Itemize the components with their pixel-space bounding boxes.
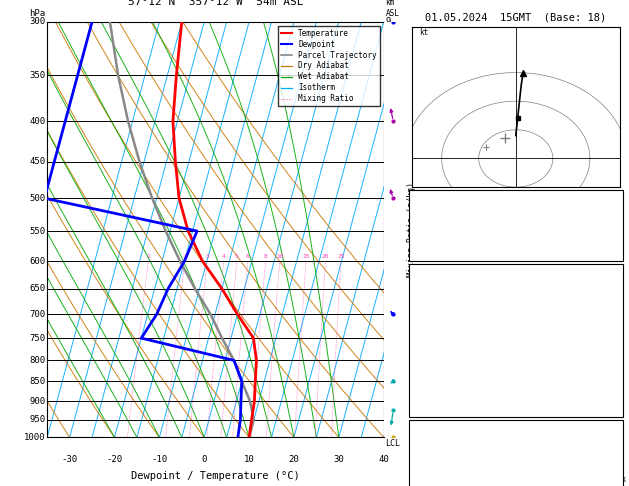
Text: 3: 3 [386,310,391,319]
Text: PW (cm): PW (cm) [412,236,450,245]
Text: 7: 7 [386,117,391,126]
Text: 15: 15 [303,255,310,260]
Text: 850: 850 [30,377,45,386]
Text: 1: 1 [386,397,391,405]
Text: 20: 20 [289,455,299,464]
Text: 900: 900 [30,397,45,405]
Text: 1.56: 1.56 [598,236,620,245]
Text: Most Unstable: Most Unstable [481,424,551,433]
Text: 8: 8 [614,289,620,298]
Text: 01.05.2024  15GMT  (Base: 18): 01.05.2024 15GMT (Base: 18) [425,12,606,22]
Text: 8: 8 [264,255,267,260]
Text: 750: 750 [30,333,45,343]
Text: 7.5: 7.5 [603,311,620,320]
Text: 950: 950 [30,415,45,424]
Text: 11: 11 [609,193,620,203]
Text: θₑ (K): θₑ (K) [412,467,444,476]
Text: 450: 450 [30,157,45,166]
Text: 800: 800 [30,356,45,365]
Text: © weatheronline.co.uk: © weatheronline.co.uk [529,474,626,484]
Legend: Temperature, Dewpoint, Parcel Trajectory, Dry Adiabat, Wet Adiabat, Isotherm, Mi: Temperature, Dewpoint, Parcel Trajectory… [277,26,380,106]
Text: 0: 0 [201,455,207,464]
Text: 0: 0 [614,396,620,405]
Text: CAPE (J): CAPE (J) [412,375,455,384]
Text: 300: 300 [30,17,45,26]
Text: Totals Totals: Totals Totals [412,215,482,224]
Text: 2: 2 [183,255,187,260]
Text: hPa: hPa [30,9,45,17]
Text: Mixing Ratio (g/kg): Mixing Ratio (g/kg) [408,182,416,277]
Text: 1000: 1000 [24,433,45,442]
Text: 700: 700 [30,310,45,319]
Text: Dewpoint / Temperature (°C): Dewpoint / Temperature (°C) [131,471,300,481]
Text: 550: 550 [30,226,45,236]
Text: 2: 2 [386,356,391,365]
Text: K: K [412,193,418,203]
Text: 6: 6 [386,157,391,166]
Text: 5: 5 [235,255,239,260]
Text: Pressure (mb): Pressure (mb) [412,445,482,454]
Text: 400: 400 [30,117,45,126]
Text: θₑ(K): θₑ(K) [412,332,439,341]
Text: 40: 40 [378,455,389,464]
Text: LCL: LCL [386,439,401,449]
Text: 10: 10 [276,255,284,260]
Text: 1: 1 [147,255,150,260]
Text: -20: -20 [106,455,123,464]
Text: 305: 305 [603,467,620,476]
Text: 5: 5 [386,194,391,203]
Text: km
ASL: km ASL [386,0,399,17]
Text: 3: 3 [205,255,209,260]
Text: -10: -10 [152,455,167,464]
Text: Lifted Index: Lifted Index [412,353,477,363]
Text: CIN (J): CIN (J) [412,396,450,405]
Text: 850: 850 [603,445,620,454]
Text: 25: 25 [337,255,345,260]
Text: Surface: Surface [497,268,535,277]
Text: 30: 30 [333,455,344,464]
Text: 600: 600 [30,257,45,265]
Text: 500: 500 [30,194,45,203]
Text: kt: kt [420,28,428,37]
Text: 4: 4 [222,255,226,260]
Text: Temp (°C): Temp (°C) [412,289,460,298]
Text: 0: 0 [614,375,620,384]
Text: 350: 350 [30,70,45,80]
Text: 8: 8 [386,70,391,80]
Text: 298: 298 [603,332,620,341]
Text: 650: 650 [30,284,45,293]
Text: 47: 47 [609,215,620,224]
Text: 9: 9 [386,17,391,26]
Text: 20: 20 [322,255,330,260]
Text: -30: -30 [62,455,77,464]
Text: 6: 6 [246,255,250,260]
Text: 57°12'N  357°12'W  54m ASL: 57°12'N 357°12'W 54m ASL [128,0,303,7]
Text: 4: 4 [386,257,391,265]
Text: 10: 10 [243,455,255,464]
Text: Dewp (°C): Dewp (°C) [412,311,460,320]
Text: 9: 9 [614,353,620,363]
